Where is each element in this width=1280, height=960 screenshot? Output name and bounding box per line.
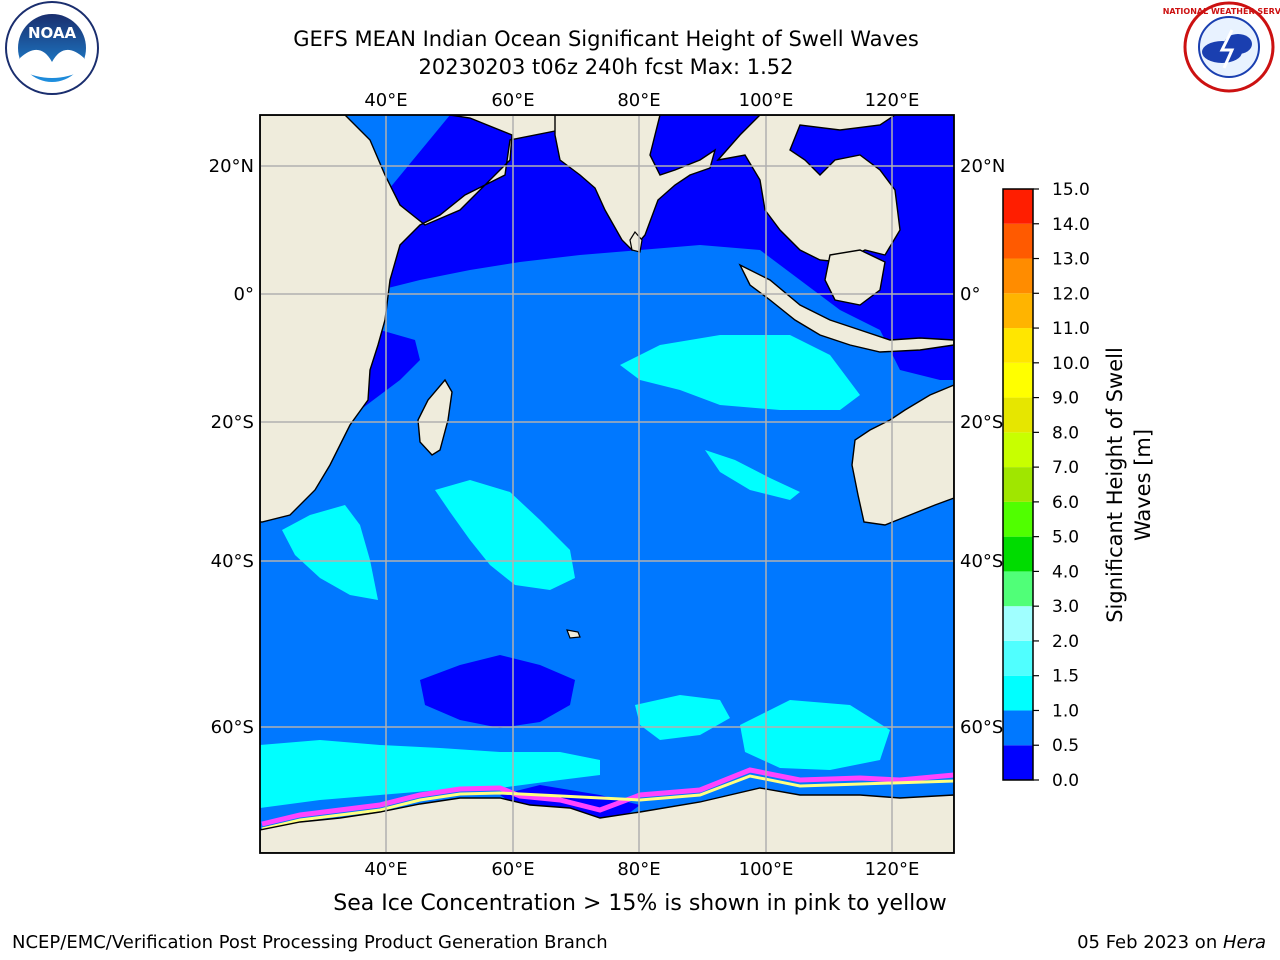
colorbar-block — [1003, 223, 1033, 259]
colorbar-tick-label: 0.5 — [1052, 736, 1079, 756]
colorbar-label-line1: Significant Height of Swell — [1103, 347, 1127, 623]
swell-band-1.0-1.5-f — [740, 700, 890, 770]
lat-label-left: 40°S — [211, 551, 254, 572]
colorbar-tick-label: 12.0 — [1052, 284, 1090, 304]
lon-label-top: 60°E — [491, 90, 534, 111]
lat-label-right: 0° — [960, 284, 980, 305]
lon-labels-top: 40°E 60°E 80°E 100°E 120°E — [364, 90, 919, 111]
sea-ice-note: Sea Ice Concentration > 15% is shown in … — [333, 891, 947, 916]
colorbar-block — [1003, 432, 1033, 468]
land-indonesia — [738, 263, 954, 353]
colorbar-block — [1003, 467, 1033, 502]
lat-label-right: 60°S — [960, 717, 1003, 738]
sea-ice-edge — [261, 767, 954, 827]
noaa-logo-text: NOAA — [28, 24, 77, 42]
footer-date: 05 Feb 2023 on — [1077, 932, 1223, 953]
lon-label-top: 80°E — [617, 90, 660, 111]
colorbar-tick-label: 2.0 — [1052, 632, 1079, 652]
colorbar-block — [1003, 328, 1033, 363]
lon-labels-bottom: 40°E 60°E 80°E 100°E 120°E — [364, 859, 919, 880]
colorbar-tick-label: 8.0 — [1052, 423, 1079, 443]
land-borneo — [824, 249, 886, 306]
nws-logo-text: NATIONAL WEATHER SERVICE — [1163, 7, 1280, 16]
swell-band-1.0-1.5-d — [282, 505, 378, 600]
colorbar-tick-label: 10.0 — [1052, 354, 1090, 374]
colorbar-label-line2: Waves [m] — [1131, 429, 1155, 541]
swell-band-1.0-1.5-e — [635, 695, 730, 740]
colorbar-tick-label: 14.0 — [1052, 215, 1090, 235]
colorbar-tick-label: 13.0 — [1052, 250, 1090, 270]
lat-label-left: 20°S — [211, 412, 254, 433]
swell-band-0-0.5-southern — [420, 655, 575, 728]
colorbar-block — [1003, 189, 1033, 224]
lon-label-bottom: 40°E — [364, 859, 407, 880]
land-australia — [851, 384, 954, 526]
footer-date-host: 05 Feb 2023 on Hera — [1077, 932, 1266, 953]
footer-credit: NCEP/EMC/Verification Post Processing Pr… — [12, 932, 608, 953]
colorbar-tick-label: 11.0 — [1052, 319, 1090, 339]
colorbar-block — [1003, 640, 1033, 676]
map-subtitle-run: 20230203 t06z 240h fcst Max: 1.52 — [418, 55, 794, 79]
lon-label-top: 40°E — [364, 90, 407, 111]
land-kerguelen — [566, 629, 581, 639]
lat-label-right: 40°S — [960, 551, 1003, 572]
lon-label-top: 100°E — [739, 90, 794, 111]
lat-label-left: 60°S — [211, 717, 254, 738]
colorbar-tick-label: 4.0 — [1052, 562, 1079, 582]
footer-host: Hera — [1222, 932, 1266, 953]
colorbar-block — [1003, 675, 1033, 711]
map-gridlines — [260, 115, 954, 853]
lon-label-bottom: 100°E — [739, 859, 794, 880]
sea-ice-edge-inner — [261, 774, 954, 831]
lat-label-right: 20°S — [960, 412, 1003, 433]
map-title: GEFS MEAN Indian Ocean Significant Heigh… — [293, 27, 919, 51]
colorbar-tick-label: 5.0 — [1052, 528, 1079, 548]
colorbar-tick-label: 3.0 — [1052, 597, 1079, 617]
swell-band-1.0-1.5-b — [705, 450, 800, 500]
swell-band-1.0-1.5-g — [260, 740, 600, 808]
lon-label-bottom: 120°E — [865, 859, 920, 880]
colorbar-block — [1003, 501, 1033, 537]
map-area — [260, 115, 954, 853]
colorbar-block — [1003, 571, 1033, 607]
land-africa-arabia — [260, 115, 561, 523]
colorbar-tick-label: 1.5 — [1052, 667, 1079, 687]
swell-band-1.0-1.5-a — [620, 335, 860, 410]
colorbar-block — [1003, 606, 1033, 641]
colorbar — [1003, 189, 1033, 780]
lat-label-right: 20°N — [960, 156, 1005, 177]
lat-labels-left: 20°N 0° 20°S 40°S 60°S — [209, 156, 254, 738]
land-madagascar — [417, 378, 453, 456]
lat-label-left: 20°N — [209, 156, 254, 177]
colorbar-frame — [1002, 188, 1034, 781]
land-india — [554, 115, 717, 252]
colorbar-block — [1003, 293, 1033, 329]
land-antarctica — [260, 787, 954, 853]
lon-label-bottom: 80°E — [617, 859, 660, 880]
colorbar-tick-labels: 0.0 0.5 1.0 1.5 2.0 3.0 4.0 5.0 6.0 7.0 8.0 9.0 10.0… — [1033, 180, 1090, 791]
map-frame — [259, 114, 955, 854]
lon-label-top: 120°E — [865, 90, 920, 111]
land-southeast-asia — [716, 115, 901, 263]
lon-label-bottom: 60°E — [491, 859, 534, 880]
colorbar-tick-label: 1.0 — [1052, 701, 1079, 721]
colorbar-block — [1003, 258, 1033, 294]
lat-label-left: 0° — [234, 284, 254, 305]
noaa-logo: NOAA — [5, 1, 99, 95]
swell-band-1.0-1.5-c — [435, 480, 575, 590]
colorbar-block — [1003, 710, 1033, 746]
nws-logo: NATIONAL WEATHER SERVICE — [1163, 1, 1280, 93]
colorbar-block — [1003, 397, 1033, 433]
colorbar-tick-label: 7.0 — [1052, 458, 1079, 478]
colorbar-tick-label: 0.0 — [1052, 771, 1079, 791]
colorbar-block — [1003, 536, 1033, 572]
colorbar-tick-label: 15.0 — [1052, 180, 1090, 200]
colorbar-block — [1003, 362, 1033, 398]
colorbar-block — [1003, 745, 1033, 780]
lat-labels-right: 20°N 0° 20°S 40°S 60°S — [960, 156, 1005, 738]
colorbar-tick-label: 9.0 — [1052, 389, 1079, 409]
colorbar-tick-label: 6.0 — [1052, 493, 1079, 513]
